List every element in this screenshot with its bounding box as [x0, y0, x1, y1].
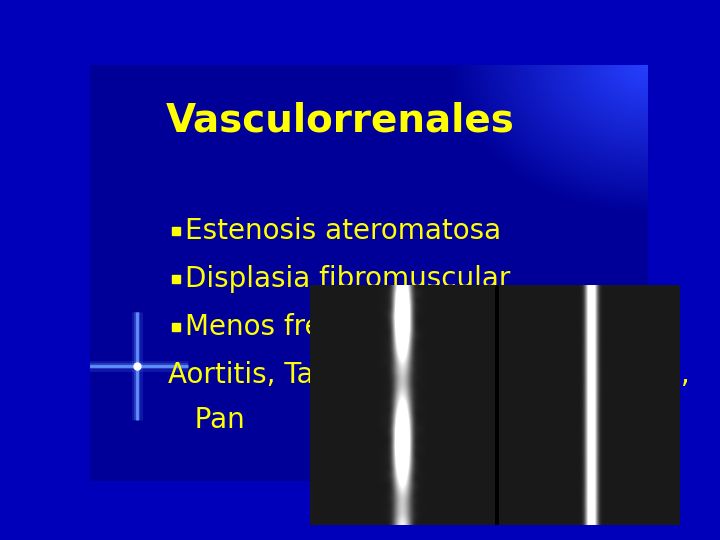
- Bar: [172, 323, 180, 330]
- Text: Menos frecuentes:: Menos frecuentes:: [184, 313, 441, 341]
- Text: Pan: Pan: [168, 406, 244, 434]
- Bar: [172, 275, 180, 283]
- Text: Displasia fibromuscular: Displasia fibromuscular: [184, 265, 510, 293]
- Text: Aortitis, Takayasu, neurofibromatosis,: Aortitis, Takayasu, neurofibromatosis,: [168, 361, 689, 389]
- Text: Estenosis ateromatosa: Estenosis ateromatosa: [184, 217, 500, 245]
- Text: Vasculorrenales: Vasculorrenales: [166, 102, 514, 140]
- Bar: [172, 227, 180, 235]
